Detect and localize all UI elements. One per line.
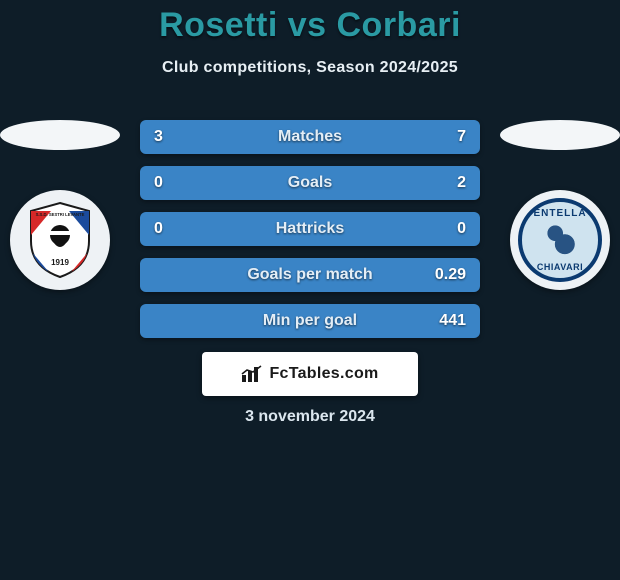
left-team-column: S.S.D. SESTRI LEVANTE 1919 (0, 120, 120, 290)
stat-bars: 3 Matches 7 0 Goals 2 0 Hattricks 0 Goal… (140, 120, 480, 350)
stat-row: 3 Matches 7 (140, 120, 480, 154)
shield-icon: S.S.D. SESTRI LEVANTE 1919 (27, 201, 93, 279)
attribution-text: FcTables.com (269, 365, 378, 383)
stat-right-value: 7 (424, 128, 466, 146)
right-team-column: ENTELLA CHIAVARI (500, 120, 620, 290)
round-crest-icon: ENTELLA CHIAVARI (518, 198, 602, 282)
stat-left-value: 0 (154, 220, 196, 238)
stat-label: Hattricks (196, 220, 424, 238)
dragon-icon (536, 220, 584, 264)
stat-label: Goals (196, 174, 424, 192)
left-player-placeholder (0, 120, 120, 150)
stat-right-value: 0.29 (424, 266, 466, 284)
bar-chart-icon (241, 365, 263, 383)
left-team-crest: S.S.D. SESTRI LEVANTE 1919 (10, 190, 110, 290)
page-title: Rosetti vs Corbari (0, 6, 620, 45)
stat-label: Min per goal (196, 312, 424, 330)
stat-right-value: 2 (424, 174, 466, 192)
right-player-placeholder (500, 120, 620, 150)
stat-row: 0 Goals 2 (140, 166, 480, 200)
right-crest-top-text: ENTELLA (533, 208, 586, 219)
attribution-logo: FcTables.com (241, 365, 378, 383)
infographic-root: Rosetti vs Corbari Club competitions, Se… (0, 0, 620, 580)
left-crest-year: 1919 (51, 258, 69, 267)
stat-row: 0 Hattricks 0 (140, 212, 480, 246)
stat-label: Matches (196, 128, 424, 146)
right-team-crest: ENTELLA CHIAVARI (510, 190, 610, 290)
page-subtitle: Club competitions, Season 2024/2025 (0, 59, 620, 77)
stat-left-value: 0 (154, 174, 196, 192)
stat-left-value: 3 (154, 128, 196, 146)
stat-right-value: 0 (424, 220, 466, 238)
stat-row: Min per goal 441 (140, 304, 480, 338)
left-crest-top-text: S.S.D. SESTRI LEVANTE (36, 212, 85, 217)
stat-label: Goals per match (196, 266, 424, 284)
stat-row: Goals per match 0.29 (140, 258, 480, 292)
attribution-badge: FcTables.com (202, 352, 418, 396)
stat-right-value: 441 (424, 312, 466, 330)
snapshot-date: 3 november 2024 (0, 408, 620, 426)
right-crest-bottom-text: CHIAVARI (537, 262, 583, 272)
